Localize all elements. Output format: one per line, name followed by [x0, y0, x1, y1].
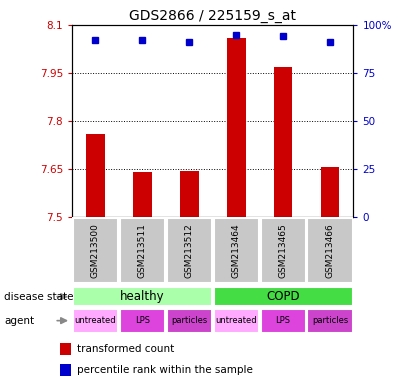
Bar — [120, 309, 165, 333]
Bar — [274, 66, 293, 217]
Text: COPD: COPD — [266, 290, 300, 303]
Text: agent: agent — [4, 316, 34, 326]
Bar — [60, 343, 71, 355]
Bar — [167, 309, 212, 333]
Bar — [133, 172, 152, 217]
Text: untreated: untreated — [74, 316, 116, 325]
Bar — [86, 134, 105, 217]
Text: GSM213500: GSM213500 — [91, 223, 100, 278]
Bar — [60, 364, 71, 376]
Bar — [120, 218, 165, 283]
Bar — [73, 287, 212, 306]
Bar — [73, 309, 118, 333]
Bar — [261, 218, 306, 283]
Text: GSM213512: GSM213512 — [185, 223, 194, 278]
Bar — [307, 309, 353, 333]
Text: transformed count: transformed count — [77, 344, 174, 354]
Text: particles: particles — [312, 316, 348, 325]
Bar — [321, 167, 339, 217]
Bar — [227, 38, 245, 217]
Bar — [167, 218, 212, 283]
Bar — [214, 309, 259, 333]
Text: disease state: disease state — [4, 291, 74, 302]
Text: healthy: healthy — [120, 290, 165, 303]
Bar — [180, 170, 199, 217]
Text: GSM213465: GSM213465 — [279, 223, 288, 278]
Bar — [214, 287, 353, 306]
Bar — [73, 218, 118, 283]
Text: GSM213511: GSM213511 — [138, 223, 147, 278]
Text: GSM213466: GSM213466 — [326, 223, 335, 278]
Title: GDS2866 / 225159_s_at: GDS2866 / 225159_s_at — [129, 8, 296, 23]
Bar — [261, 309, 306, 333]
Text: LPS: LPS — [276, 316, 291, 325]
Text: GSM213464: GSM213464 — [232, 223, 241, 278]
Text: untreated: untreated — [215, 316, 257, 325]
Text: percentile rank within the sample: percentile rank within the sample — [77, 365, 253, 375]
Bar — [214, 218, 259, 283]
Bar — [307, 218, 353, 283]
Text: particles: particles — [171, 316, 208, 325]
Text: LPS: LPS — [135, 316, 150, 325]
